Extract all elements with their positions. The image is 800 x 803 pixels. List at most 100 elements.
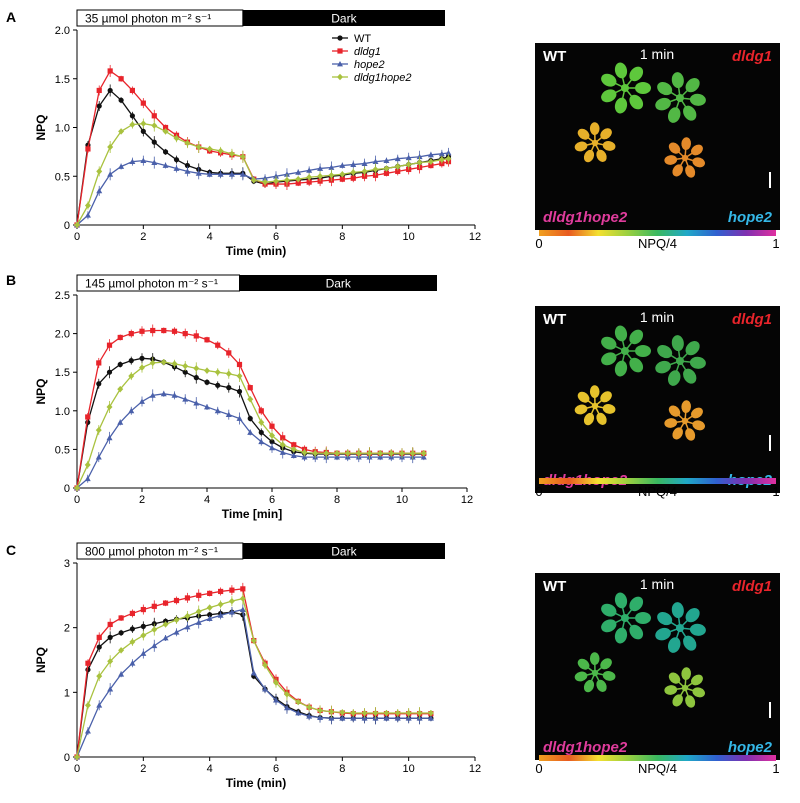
data-point <box>161 327 167 334</box>
data-point <box>420 450 427 457</box>
leaf <box>614 360 628 377</box>
data-point <box>355 450 362 457</box>
leaf <box>671 72 684 89</box>
leaf <box>689 623 706 636</box>
data-point <box>107 171 114 177</box>
leaf <box>600 391 612 403</box>
leaf <box>683 368 697 384</box>
data-point <box>95 426 102 434</box>
data-point <box>140 100 146 106</box>
data-point <box>106 403 113 411</box>
series-dldg1 <box>74 64 452 228</box>
data-point <box>84 728 91 734</box>
data-point <box>279 441 286 448</box>
data-point <box>394 163 401 170</box>
rosette-center <box>681 684 689 692</box>
data-point <box>118 76 124 82</box>
data-point <box>195 143 202 151</box>
leaf <box>685 428 696 441</box>
series-dldg1hope2 <box>74 356 427 492</box>
series-dldg1 <box>74 324 427 491</box>
legend-entry: WT <box>354 33 371 45</box>
series-hope2 <box>74 603 434 760</box>
leaf <box>655 627 671 641</box>
data-point <box>372 158 379 165</box>
data-point <box>306 174 313 181</box>
data-point <box>182 331 188 337</box>
leaf <box>635 345 651 357</box>
data-point <box>312 450 319 457</box>
data-point <box>361 168 368 175</box>
data-point <box>129 158 136 165</box>
dark-label: Dark <box>331 545 357 559</box>
data-point <box>247 415 253 422</box>
colorbar <box>539 230 776 236</box>
leaf <box>600 128 612 140</box>
data-point <box>290 446 297 453</box>
data-point <box>184 168 191 174</box>
series-line <box>76 122 449 226</box>
leaf <box>685 165 696 178</box>
data-point <box>151 159 158 165</box>
data-point <box>162 149 169 155</box>
y-tick-label: 1.5 <box>55 74 70 86</box>
leaf <box>600 658 612 670</box>
data-point <box>96 87 102 94</box>
data-point <box>258 438 265 445</box>
leaf <box>614 627 628 644</box>
leaf <box>629 357 644 373</box>
data-point <box>96 702 103 708</box>
data-point <box>173 629 180 635</box>
leaf <box>657 344 673 359</box>
data-point <box>317 714 324 720</box>
leaf <box>671 335 684 352</box>
data-point <box>388 450 395 457</box>
data-point <box>74 484 80 492</box>
leaf <box>602 671 616 681</box>
leaf <box>583 679 595 693</box>
data-point <box>247 385 253 391</box>
data-point <box>250 669 257 676</box>
data-point <box>328 715 335 721</box>
leaf <box>614 62 628 79</box>
leaf <box>629 94 644 110</box>
data-point <box>140 128 146 134</box>
data-point <box>350 169 357 176</box>
x-tick-label: 6 <box>273 763 279 775</box>
data-point <box>239 153 246 160</box>
data-point <box>196 592 202 598</box>
legend-entry: dldg1 <box>354 46 381 58</box>
data-point <box>328 172 335 179</box>
series-dldg1hope2 <box>74 118 452 229</box>
leaf <box>664 155 678 165</box>
data-point <box>107 68 113 74</box>
leaf <box>691 674 703 686</box>
data-point <box>218 588 224 595</box>
panel-letter: C <box>6 542 16 558</box>
data-point <box>445 149 452 156</box>
leaf <box>692 420 705 431</box>
data-point <box>84 461 91 469</box>
data-point <box>151 626 158 633</box>
data-point <box>350 715 357 721</box>
data-point <box>182 362 189 370</box>
x-tick-label: 8 <box>339 763 345 775</box>
rosette-center <box>591 139 599 147</box>
colorbar <box>539 478 776 484</box>
data-point <box>207 590 213 596</box>
y-tick-label: 0.5 <box>55 444 70 456</box>
x-tick-label: 2 <box>140 763 146 775</box>
data-point <box>229 587 235 593</box>
leaf <box>668 672 681 684</box>
leaf <box>681 400 692 414</box>
data-point <box>140 606 146 613</box>
leaf <box>655 360 671 374</box>
leaf <box>601 603 617 617</box>
leaf <box>689 93 706 106</box>
data-point <box>269 439 275 445</box>
label-time: 1 min <box>640 46 674 62</box>
leaf <box>601 619 617 633</box>
data-point <box>240 586 246 592</box>
colorbar-max: 1 <box>772 236 779 251</box>
